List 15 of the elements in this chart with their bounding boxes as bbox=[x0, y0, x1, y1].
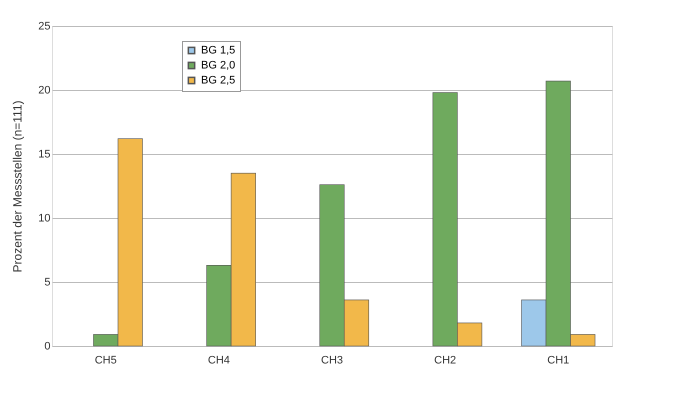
y-tick-label: 0 bbox=[44, 340, 50, 352]
x-tick-label: CH3 bbox=[320, 354, 344, 366]
x-tick-label: CH4 bbox=[208, 354, 230, 366]
x-tick-label: CH5 bbox=[94, 354, 117, 366]
y-tick-label: 25 bbox=[38, 20, 50, 32]
y-tick-label: 20 bbox=[38, 84, 50, 96]
legend-label: BG 2,5 bbox=[201, 74, 236, 86]
x-tick-label: CH1 bbox=[547, 354, 570, 366]
y-tick-label: 10 bbox=[38, 212, 50, 224]
x-tick-label: CH2 bbox=[434, 354, 456, 366]
legend-label: BG 1,5 bbox=[201, 44, 236, 56]
y-tick-label: 5 bbox=[44, 276, 50, 288]
legend-label: BG 2,0 bbox=[201, 60, 236, 72]
y-axis-title: Prozent der Messstellen (n=111) bbox=[10, 100, 24, 272]
y-tick-label: 15 bbox=[38, 148, 50, 160]
